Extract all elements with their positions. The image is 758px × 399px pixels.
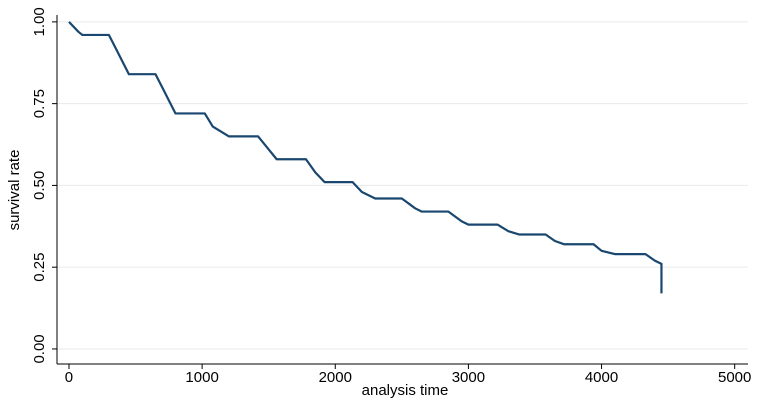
x-axis-title: analysis time xyxy=(362,382,449,399)
y-axis-title: survival rate xyxy=(6,150,23,231)
x-tick-label: 4000 xyxy=(585,369,618,386)
y-tick-label: 0.75 xyxy=(31,89,48,118)
x-tick-label: 0 xyxy=(65,369,73,386)
x-tick-label: 5000 xyxy=(718,369,751,386)
y-tick-label: 0.00 xyxy=(31,334,48,363)
y-tick-label: 1.00 xyxy=(31,7,48,36)
x-tick-label: 3000 xyxy=(452,369,485,386)
y-tick-label: 0.50 xyxy=(31,171,48,200)
y-tick-label: 0.25 xyxy=(31,253,48,282)
x-tick-label: 1000 xyxy=(185,369,218,386)
survival-line xyxy=(68,21,663,294)
x-tick-label: 2000 xyxy=(319,369,352,386)
